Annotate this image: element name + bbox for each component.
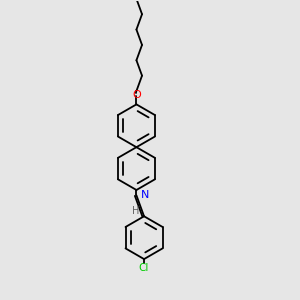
Text: Cl: Cl	[139, 262, 149, 273]
Text: N: N	[141, 190, 150, 200]
Text: O: O	[132, 90, 141, 100]
Text: H: H	[132, 206, 140, 216]
